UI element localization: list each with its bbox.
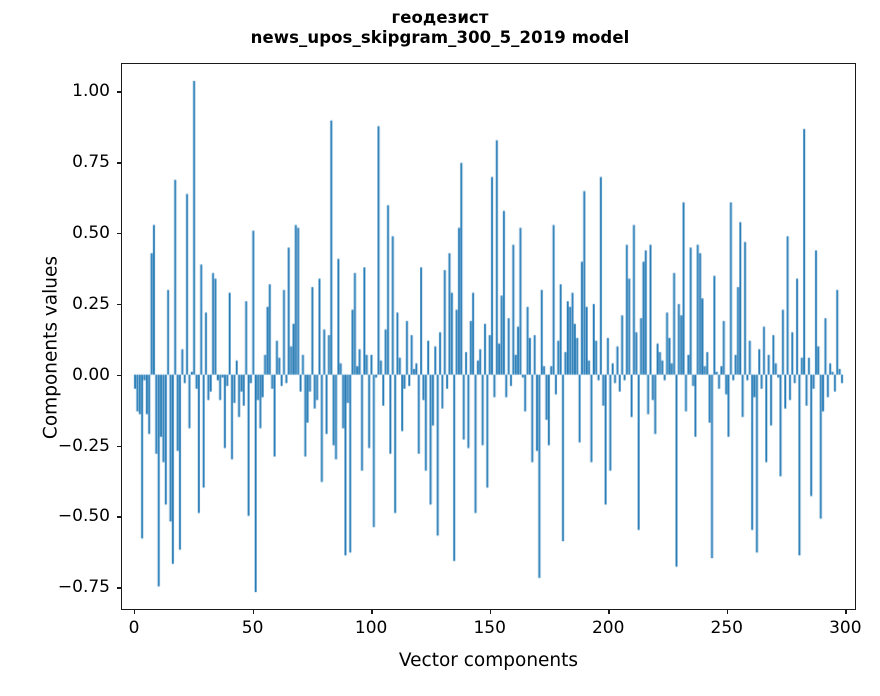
- y-axis-label: Components values: [40, 255, 62, 440]
- y-axis-tick-mark: [117, 445, 121, 447]
- x-axis-tick-label: 100: [354, 618, 388, 638]
- x-axis-tick-mark: [726, 610, 729, 614]
- y-axis-tick-label: 1.00: [72, 81, 110, 102]
- y-axis-tick-label: −0.75: [57, 577, 110, 598]
- x-axis-tick-label: 150: [473, 618, 506, 638]
- chart-title: геодезист news_upos_skipgram_300_5_2019 …: [0, 8, 880, 48]
- y-axis-tick-mark: [117, 162, 121, 164]
- plot-axes: [121, 63, 856, 610]
- x-axis-tick-mark: [134, 610, 136, 614]
- y-axis-tick-label: 0.75: [72, 152, 110, 173]
- x-axis-tick-mark: [845, 610, 847, 614]
- y-axis-tick-mark: [117, 303, 121, 306]
- x-axis-tick-label: 0: [128, 618, 140, 638]
- y-axis-tick-mark: [117, 91, 121, 93]
- chart-title-line-1: геодезист: [391, 8, 489, 27]
- x-axis-tick-mark: [608, 610, 610, 614]
- y-axis-tick-mark: [117, 587, 121, 589]
- x-axis-tick-label: 200: [591, 618, 625, 638]
- y-axis-tick-mark: [117, 374, 121, 377]
- y-axis-tick-label: −0.25: [57, 435, 110, 456]
- y-axis-tick-label: 0.25: [72, 293, 110, 314]
- x-axis-label: Vector components: [398, 650, 579, 671]
- y-axis-tick-mark: [117, 516, 121, 518]
- x-axis-tick-label: 250: [710, 618, 743, 638]
- y-axis-tick-label: −0.50: [57, 506, 110, 527]
- y-axis-tick-label: 0.50: [72, 223, 110, 244]
- x-axis-tick-mark: [489, 610, 492, 614]
- bar-series-canvas: [122, 64, 855, 609]
- x-axis-tick-mark: [252, 610, 254, 614]
- x-axis-tick-label: 50: [241, 618, 264, 638]
- y-axis-tick-mark: [117, 233, 121, 235]
- x-axis-tick-label: 300: [829, 618, 862, 638]
- x-axis-tick-mark: [371, 610, 373, 614]
- y-axis-tick-label: 0.00: [72, 364, 110, 385]
- chart-title-line-2: news_upos_skipgram_300_5_2019 model: [250, 28, 630, 47]
